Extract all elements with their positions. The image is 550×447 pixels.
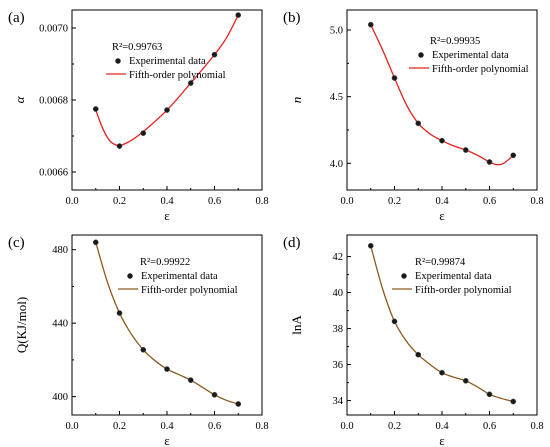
data-point	[164, 107, 170, 113]
r-squared-annotation: R²=0.99874	[415, 257, 466, 268]
x-tick-label: 0.2	[113, 196, 126, 207]
x-tick-label: 0.4	[435, 421, 449, 432]
legend-label: Experimental data	[415, 271, 492, 282]
legend-label: Fifth-order polynomial	[415, 285, 512, 296]
data-point	[486, 159, 493, 165]
chart-panel: (c) 0.0 0.2 0.4 0.6 0.8 400 440 480 ε Q(KJ/mol) R²=…	[8, 234, 269, 447]
data-point	[367, 21, 374, 28]
y-tick-label: 40	[333, 288, 344, 299]
data-point	[510, 398, 517, 405]
y-tick-label: 0.0066	[39, 168, 68, 179]
data-point	[92, 106, 99, 112]
legend-label: Fifth-order polynomial	[432, 64, 529, 75]
y-tick-label: 440	[52, 319, 68, 330]
legend-label: Experimental data	[141, 271, 218, 282]
data-point	[415, 351, 422, 358]
data-point	[187, 80, 194, 86]
x-tick-label: 0.2	[388, 196, 401, 207]
x-tick-label: 0.8	[530, 196, 543, 207]
x-axis-title: ε	[164, 208, 170, 223]
data-point	[415, 120, 422, 127]
x-tick-label: 0.4	[435, 196, 449, 207]
data-point	[391, 75, 398, 81]
y-axis-title: Q(KJ/mol)	[14, 297, 29, 353]
data-point	[510, 152, 517, 159]
x-tick-label: 0.0	[65, 421, 78, 432]
y-tick-label: 5.0	[330, 26, 343, 37]
y-tick-label: 4.0	[330, 159, 343, 170]
x-tick-label: 0.4	[160, 421, 174, 432]
x-tick-label: 0.2	[113, 421, 126, 432]
data-point	[211, 51, 218, 58]
y-tick-label: 36	[333, 360, 344, 371]
x-tick-label: 0.6	[483, 196, 496, 207]
legend-label: Experimental data	[432, 50, 509, 61]
data-point	[164, 366, 170, 372]
data-point	[367, 242, 374, 249]
r-squared-annotation: R²=0.99935	[430, 36, 480, 47]
y-axis-title: α	[12, 95, 27, 103]
y-tick-label: 42	[333, 252, 344, 263]
x-tick-label: 0.4	[160, 196, 174, 207]
y-axis-title: lnA	[289, 315, 304, 335]
data-point	[462, 147, 469, 153]
x-axis-title: ε	[439, 433, 445, 447]
legend-point-marker	[127, 273, 133, 279]
y-tick-label: 400	[52, 392, 68, 403]
data-point	[462, 377, 469, 384]
data-point	[187, 377, 194, 383]
data-point	[140, 130, 147, 136]
panel-label: (a)	[8, 10, 25, 26]
y-tick-label: 0.0068	[39, 96, 68, 107]
r-squared-annotation: R²=0.99763	[112, 42, 162, 53]
y-tick-label: 480	[52, 245, 68, 256]
plot-frame	[71, 9, 263, 191]
panel-label: (d)	[283, 235, 301, 251]
data-point	[439, 369, 445, 376]
data-point	[140, 346, 147, 353]
x-tick-label: 0.0	[340, 421, 353, 432]
y-tick-label: 4.5	[330, 92, 343, 103]
fit-curve	[370, 245, 514, 403]
chart-panel: (a) 0.0 0.2 0.4 0.6 0.8 0.0066 0.0068 0.0070 ε α R²…	[8, 9, 269, 223]
legend-label: Fifth-order polynomial	[141, 285, 238, 296]
legend-point-marker	[401, 273, 407, 279]
data-point	[235, 401, 242, 407]
data-point	[92, 239, 99, 246]
legend-label: Fifth-order polynomial	[129, 70, 226, 81]
data-point	[116, 310, 123, 316]
y-axis-title: n	[289, 97, 304, 104]
x-tick-label: 0.8	[255, 421, 268, 432]
y-tick-label: 0.0070	[39, 24, 68, 35]
panel-label: (b)	[283, 10, 301, 26]
r-squared-annotation: R²=0.99922	[140, 257, 190, 268]
legend-point-marker	[115, 58, 121, 64]
y-tick-label: 38	[333, 324, 344, 335]
data-point	[116, 143, 123, 149]
panel-label: (c)	[8, 235, 25, 251]
x-axis-title: ε	[439, 208, 445, 223]
chart-panel: (d) 0.0 0.2 0.4 0.6 0.8 34 36 38 40 42 ε lnA R²=0.998…	[283, 234, 544, 447]
legend-point-marker	[418, 52, 424, 58]
data-point	[439, 137, 445, 144]
x-axis-title: ε	[164, 433, 170, 447]
x-tick-label: 0.6	[208, 421, 221, 432]
legend-label: Experimental data	[129, 56, 206, 67]
data-point	[235, 12, 242, 18]
data-point	[211, 391, 218, 398]
x-tick-label: 0.0	[340, 196, 353, 207]
chart-panel: (b) 0.0 0.2 0.4 0.6 0.8 4.0 4.5 5.0 ε n R²=0.99935 E…	[283, 9, 544, 223]
x-tick-label: 0.8	[530, 421, 543, 432]
data-point	[486, 391, 493, 398]
x-tick-label: 0.6	[208, 196, 221, 207]
x-tick-label: 0.2	[388, 421, 401, 432]
x-tick-label: 0.8	[255, 196, 268, 207]
x-tick-label: 0.6	[483, 421, 496, 432]
y-tick-label: 34	[333, 396, 344, 407]
data-point	[391, 318, 398, 325]
x-tick-label: 0.0	[65, 196, 78, 207]
